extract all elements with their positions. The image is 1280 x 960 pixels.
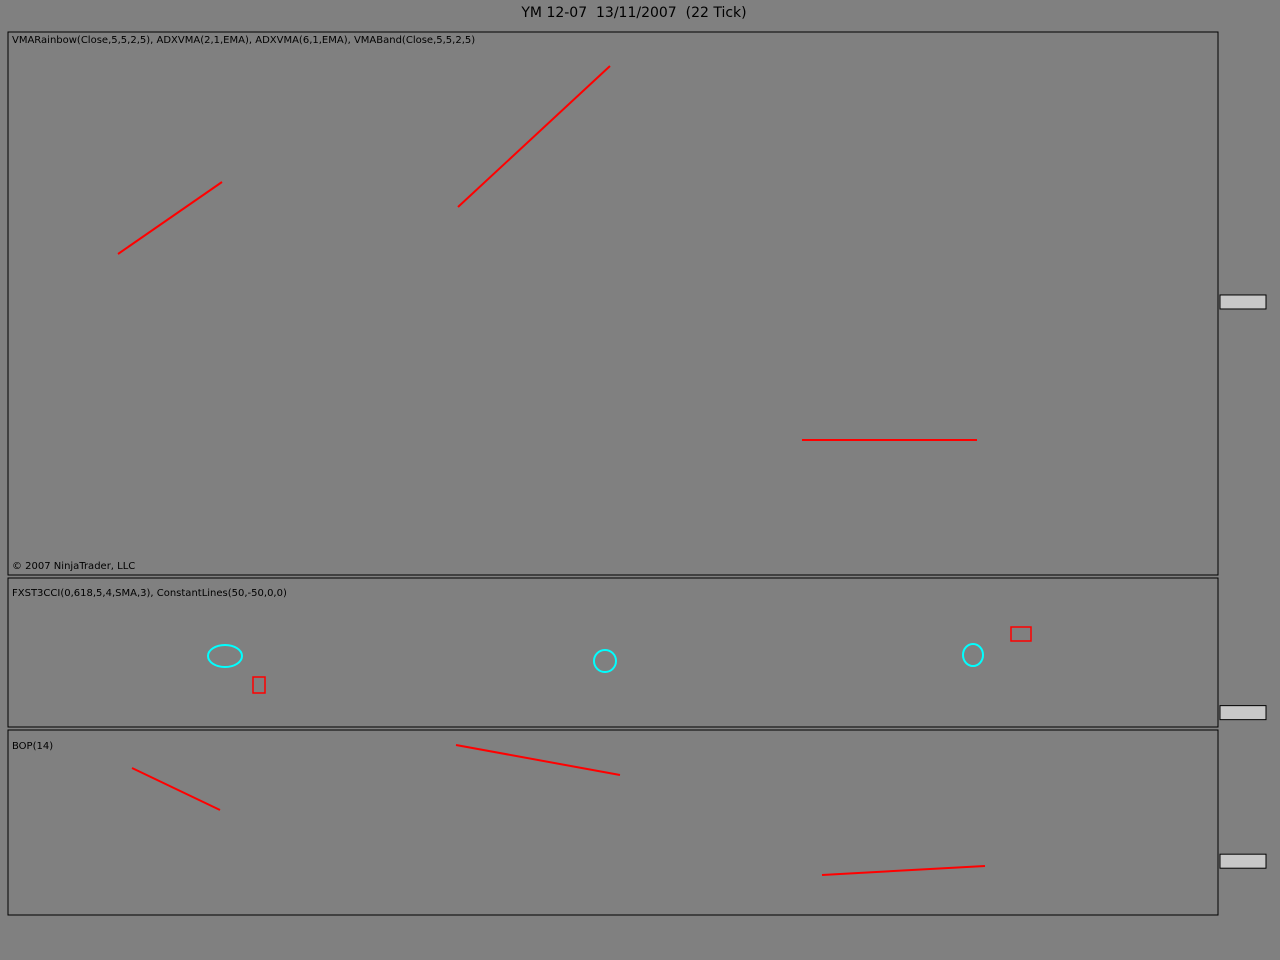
indicator-label: BOP(14) xyxy=(12,741,53,752)
trend-line xyxy=(821,865,986,876)
trend-line xyxy=(117,181,223,255)
bop-panel-frame xyxy=(7,729,1219,916)
last-value-box xyxy=(1219,294,1267,310)
last-value-box xyxy=(1219,853,1267,869)
highlight-box xyxy=(252,676,266,694)
price-panel-frame xyxy=(7,31,1219,576)
copyright: © 2007 NinjaTrader, LLC xyxy=(12,561,135,572)
highlight-ellipse xyxy=(207,644,243,668)
trend-line xyxy=(131,767,221,811)
last-value-box xyxy=(1219,705,1267,721)
indicator-label: VMARainbow(Close,5,5,2,5), ADXVMA(2,1,EM… xyxy=(12,35,475,46)
trend-line xyxy=(455,744,621,776)
highlight-ellipse xyxy=(593,649,617,673)
indicator-label: FXST3CCI(0,618,5,4,SMA,3), ConstantLines… xyxy=(12,588,287,599)
chart-title: YM 12-07 13/11/2007 (22 Tick) xyxy=(520,5,746,21)
frame-layer xyxy=(7,31,1219,916)
trend-line xyxy=(457,65,611,208)
cci-panel-frame xyxy=(7,577,1219,728)
drawing-objects xyxy=(117,65,1032,876)
text-layer: YM 12-07 13/11/2007 (22 Tick) VMARainbow… xyxy=(12,5,1267,869)
highlight-ellipse xyxy=(962,643,984,667)
highlight-box xyxy=(1010,626,1032,642)
